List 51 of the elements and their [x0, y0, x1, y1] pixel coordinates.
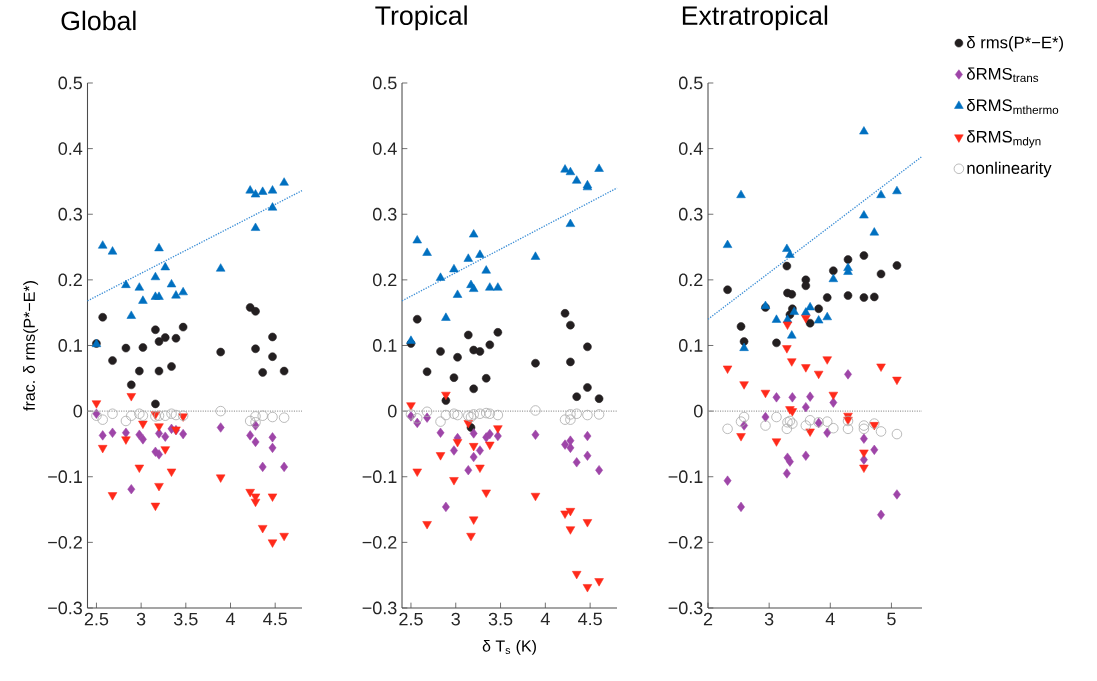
y-tick-label: −0.1 — [362, 470, 397, 484]
x-tick-label: 3 — [764, 612, 774, 626]
x-tick-label: 3 — [136, 612, 146, 626]
y-tick-label: −0.3 — [668, 601, 703, 615]
y-tick-label: −0.2 — [668, 535, 703, 549]
legend-label: δ rms(P*−E*) — [967, 36, 1064, 52]
x-tick-label: 2 — [703, 612, 713, 626]
x-tick-label: 5 — [887, 612, 896, 626]
y-tick-label: 0 — [73, 404, 83, 418]
y-tick-label: 0.1 — [372, 339, 397, 352]
legend-label: δRMS$_{trans}$ — [967, 67, 1039, 83]
y-tick-label: −0.3 — [48, 601, 82, 615]
y-tick-label: 0.5 — [372, 76, 397, 90]
y-tick-label: 0.4 — [372, 142, 397, 155]
y-tick-label: 0.1 — [58, 339, 82, 352]
legend-label: δRMS$_{mthermo}$ — [967, 98, 1059, 115]
x-axis-title: δ T$_{s}$ (K) — [482, 639, 536, 655]
y-tick-label: −0.3 — [362, 601, 397, 615]
x-tick-label: 4.5 — [263, 612, 287, 626]
x-tick-label: 3.5 — [488, 612, 513, 626]
y-axis-title: frac. δ rms(P*−E*) — [23, 281, 39, 411]
y-tick-label: 0 — [693, 404, 703, 418]
y-tick-label: 0.5 — [58, 76, 83, 90]
y-tick-label: 0.3 — [678, 207, 703, 221]
x-tick-label: 4 — [225, 612, 235, 626]
y-tick-label: −0.2 — [48, 535, 82, 549]
y-tick-label: 0.3 — [372, 207, 397, 221]
x-tick-label: 2.5 — [399, 612, 423, 626]
y-tick-label: 0.2 — [58, 273, 82, 287]
y-tick-label: −0.1 — [48, 470, 82, 484]
y-tick-label: 0.3 — [58, 207, 82, 221]
y-tick-label: 0.2 — [372, 273, 397, 287]
chart-title: Tropical — [375, 5, 467, 31]
y-tick-label: −0.1 — [668, 470, 703, 484]
x-tick-label: 4 — [540, 612, 550, 626]
x-tick-label: 4.5 — [578, 612, 602, 626]
y-tick-label: 0.4 — [58, 142, 83, 155]
legend-label: δRMS$_{mdyn}$ — [967, 130, 1041, 148]
x-tick-label: 4 — [825, 612, 835, 626]
x-tick-label: 3 — [451, 612, 460, 626]
y-tick-label: 0.4 — [678, 142, 703, 155]
x-tick-label: 2.5 — [84, 612, 109, 626]
legend-label: nonlinearity — [967, 161, 1052, 178]
chart-title: Global — [61, 10, 136, 31]
y-tick-label: 0.1 — [678, 339, 703, 352]
y-tick-label: −0.2 — [362, 535, 397, 549]
y-tick-label: 0.5 — [678, 76, 703, 90]
y-tick-label: 0 — [387, 404, 397, 418]
chart-title: Extratropical — [682, 5, 828, 31]
y-tick-label: 0.2 — [678, 273, 703, 287]
x-tick-label: 3.5 — [173, 612, 198, 626]
